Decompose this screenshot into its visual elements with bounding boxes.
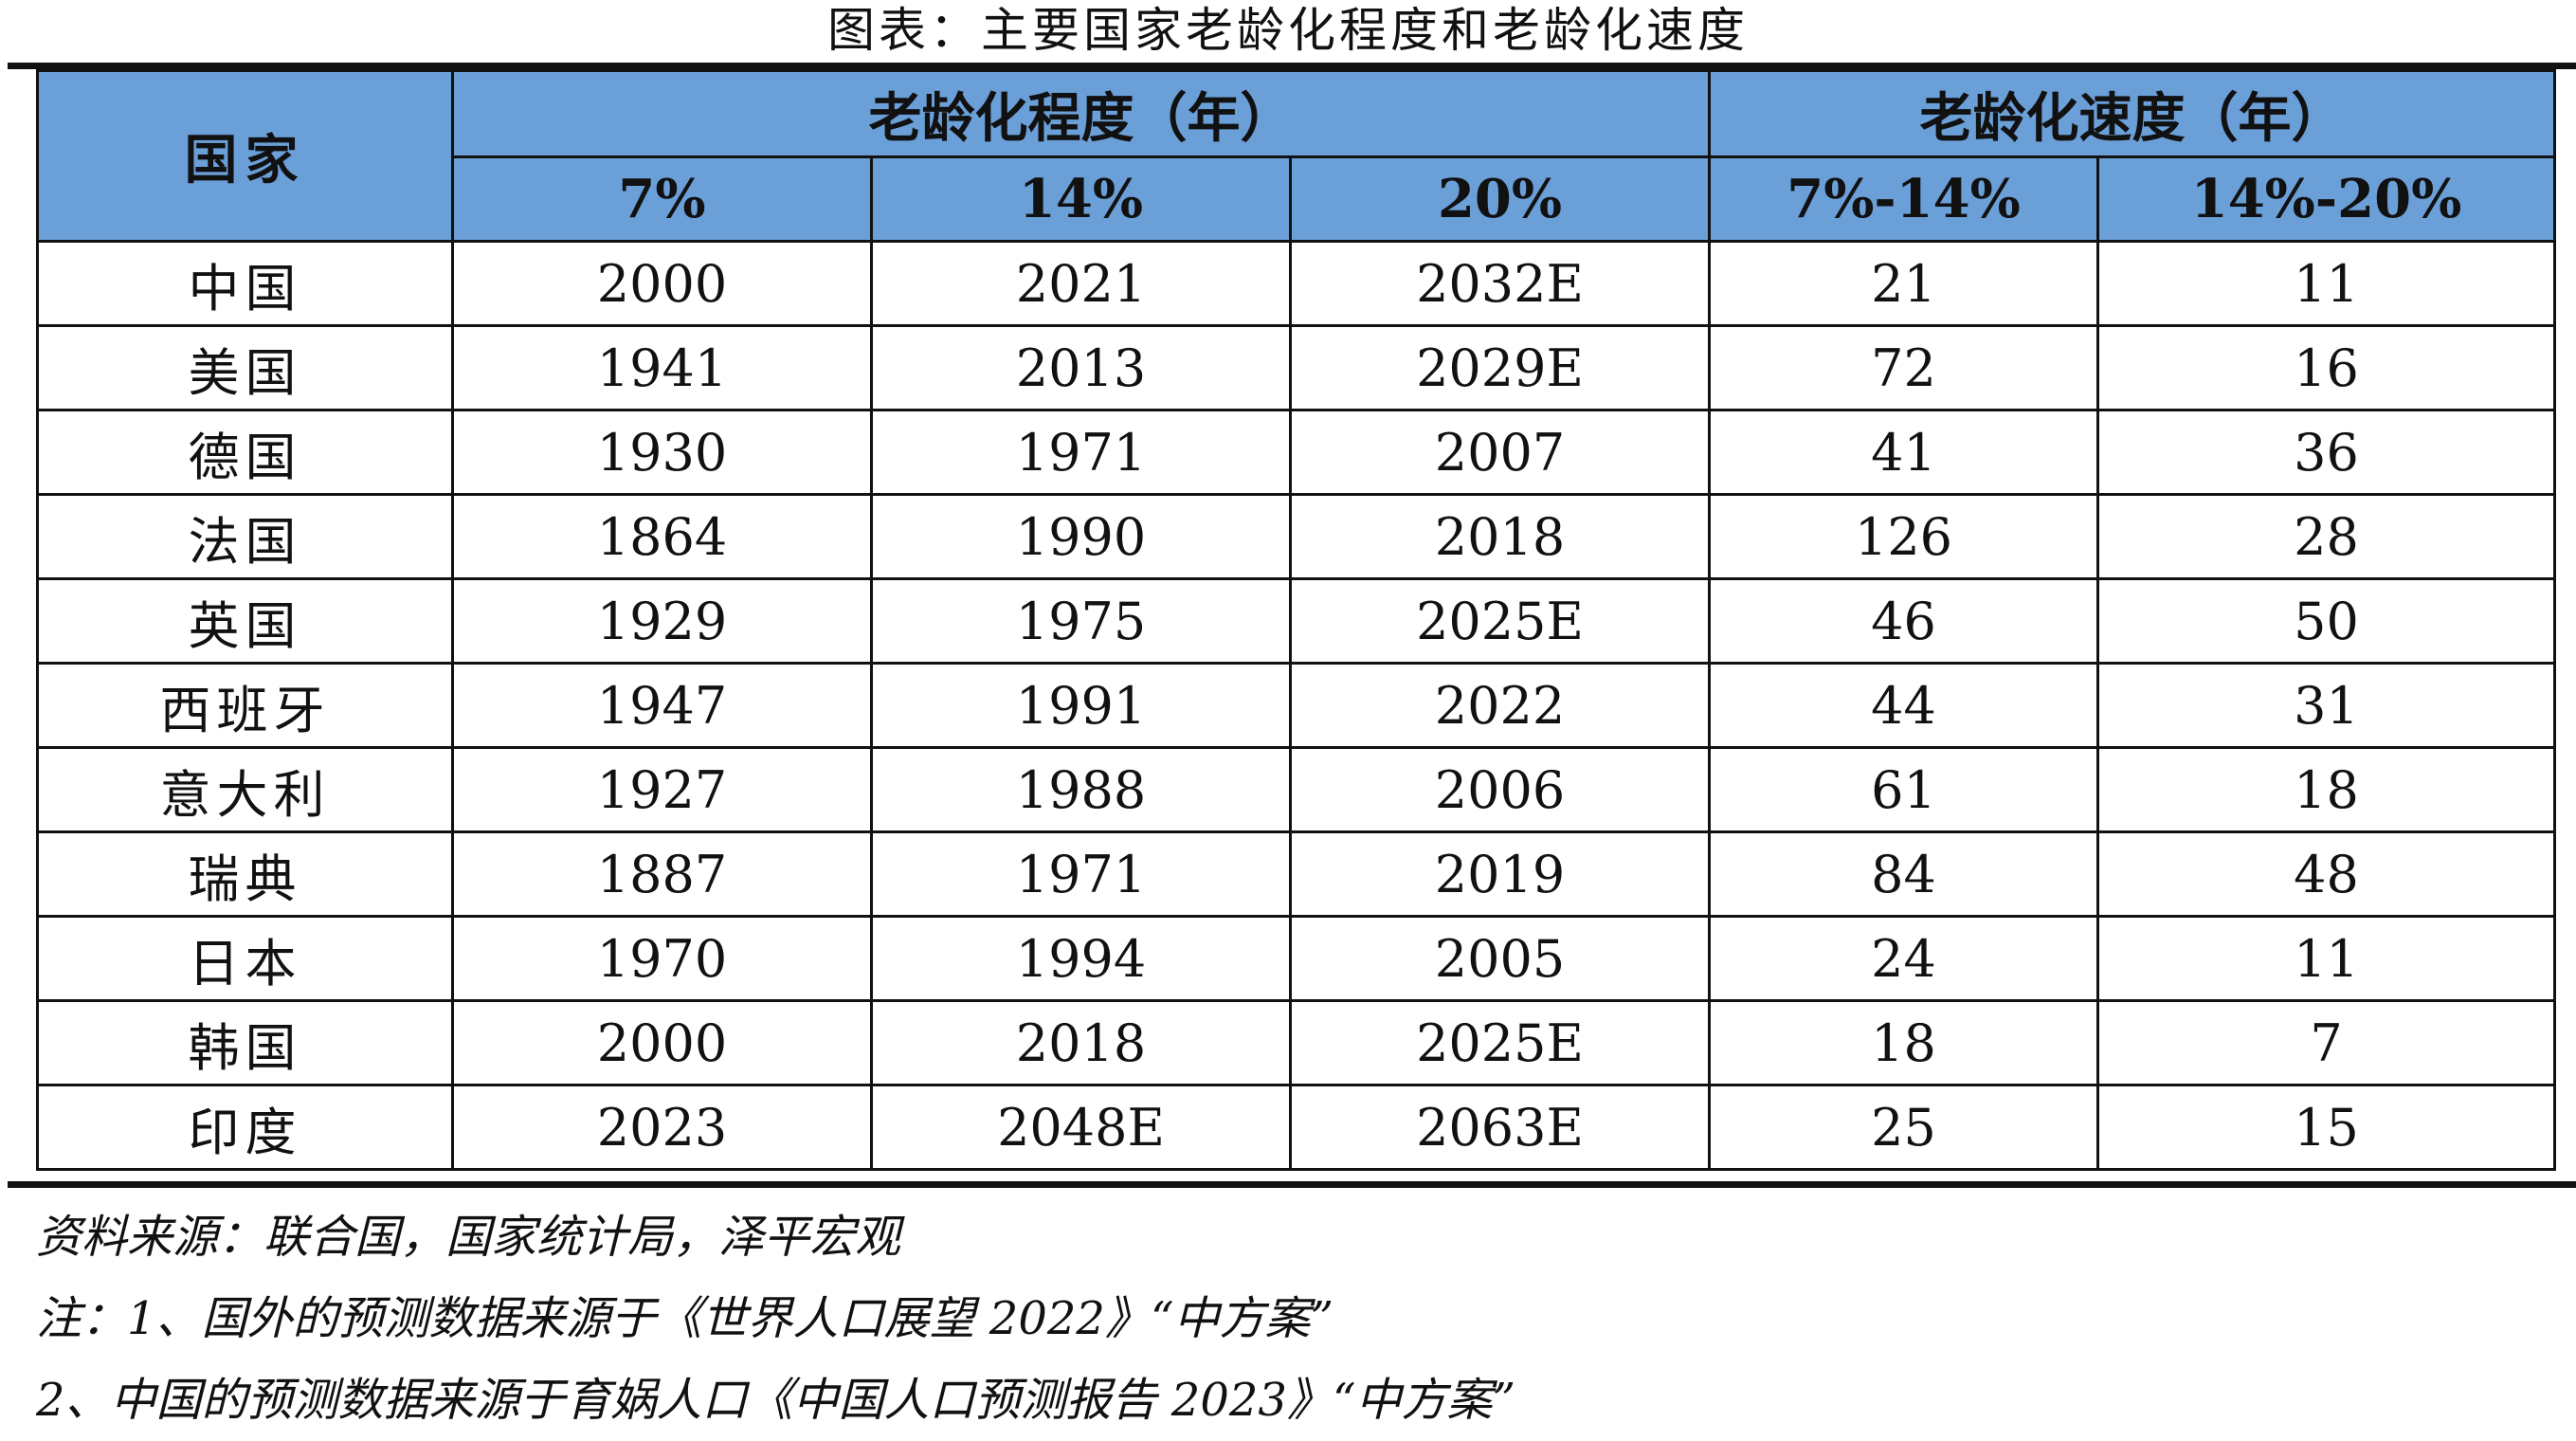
value-cell: 21 xyxy=(1708,240,2100,327)
value-cell: 1864 xyxy=(451,493,873,580)
value-cell: 11 xyxy=(2096,915,2557,1002)
value-cell: 2025E xyxy=(1288,999,1712,1086)
table-row: 美国 1941 2013 2029E 72 16 xyxy=(36,324,2557,411)
value-cell: 1927 xyxy=(451,746,873,833)
country-cell: 德国 xyxy=(36,409,454,496)
top-rule xyxy=(8,63,2576,69)
country-column-header: 国家 xyxy=(36,69,454,243)
value-cell: 16 xyxy=(2096,324,2557,411)
table-row: 日本 1970 1994 2005 24 11 xyxy=(36,915,2557,1002)
value-cell: 2023 xyxy=(451,1084,873,1171)
table-row: 德国 1930 1971 2007 41 36 xyxy=(36,409,2557,496)
table-row: 法国 1864 1990 2018 126 28 xyxy=(36,493,2557,580)
value-cell: 2018 xyxy=(1288,493,1712,580)
value-cell: 2032E xyxy=(1288,240,1712,327)
table-row: 韩国 2000 2018 2025E 18 7 xyxy=(36,999,2557,1086)
value-cell: 46 xyxy=(1708,577,2100,665)
value-cell: 2006 xyxy=(1288,746,1712,833)
value-cell: 126 xyxy=(1708,493,2100,580)
value-cell: 15 xyxy=(2096,1084,2557,1171)
value-cell: 41 xyxy=(1708,409,2100,496)
value-cell: 2029E xyxy=(1288,324,1712,411)
value-cell: 25 xyxy=(1708,1084,2100,1171)
value-cell: 84 xyxy=(1708,830,2100,918)
country-cell: 西班牙 xyxy=(36,662,454,749)
value-cell: 1971 xyxy=(870,830,1292,918)
country-cell: 法国 xyxy=(36,493,454,580)
value-cell: 48 xyxy=(2096,830,2557,918)
country-cell: 瑞典 xyxy=(36,830,454,918)
value-cell: 2021 xyxy=(870,240,1292,327)
country-cell: 中国 xyxy=(36,240,454,327)
value-cell: 72 xyxy=(1708,324,2100,411)
country-cell: 美国 xyxy=(36,324,454,411)
value-cell: 2000 xyxy=(451,240,873,327)
value-cell: 11 xyxy=(2096,240,2557,327)
col-header-7-14pct: 7%-14% xyxy=(1708,155,2100,243)
value-cell: 1970 xyxy=(451,915,873,1002)
table-body: 中国 2000 2021 2032E 21 11 美国 1941 2013 20… xyxy=(36,240,2557,1171)
value-cell: 2018 xyxy=(870,999,1292,1086)
value-cell: 2000 xyxy=(451,999,873,1086)
col-header-7pct: 7% xyxy=(451,155,873,243)
value-cell: 36 xyxy=(2096,409,2557,496)
value-cell: 1971 xyxy=(870,409,1292,496)
value-cell: 24 xyxy=(1708,915,2100,1002)
aging-table: 国家 老龄化程度（年） 老龄化速度（年） 7% 14% 20% 7%-14% 1… xyxy=(36,69,2557,1171)
aging-degree-group-header: 老龄化程度（年） xyxy=(450,69,1712,158)
value-cell: 61 xyxy=(1708,746,2100,833)
header-row-groups: 国家 老龄化程度（年） 老龄化速度（年） xyxy=(36,69,2557,243)
header-row-thresholds: 7% 14% 20% 7%-14% 14%-20% xyxy=(38,155,2557,243)
value-cell: 1988 xyxy=(870,746,1292,833)
col-header-14pct: 14% xyxy=(870,155,1292,243)
value-cell: 2019 xyxy=(1288,830,1712,918)
value-cell: 1990 xyxy=(870,493,1292,580)
table-row: 瑞典 1887 1971 2019 84 48 xyxy=(36,830,2557,918)
country-cell: 韩国 xyxy=(36,999,454,1086)
table-row: 意大利 1927 1988 2006 61 18 xyxy=(36,746,2557,833)
table-row: 英国 1929 1975 2025E 46 50 xyxy=(36,577,2557,665)
value-cell: 2048E xyxy=(870,1084,1292,1171)
value-cell: 2022 xyxy=(1288,662,1712,749)
value-cell: 1930 xyxy=(451,409,873,496)
value-cell: 2063E xyxy=(1288,1084,1712,1171)
value-cell: 1941 xyxy=(451,324,873,411)
value-cell: 18 xyxy=(2096,746,2557,833)
value-cell: 1887 xyxy=(451,830,873,918)
value-cell: 50 xyxy=(2096,577,2557,665)
value-cell: 1975 xyxy=(870,577,1292,665)
table-row: 印度 2023 2048E 2063E 25 15 xyxy=(36,1084,2557,1171)
footnote-2: 2、中国的预测数据来源于育娲人口《中国人口预测报告 2023》“中方案” xyxy=(36,1374,1516,1427)
value-cell: 1991 xyxy=(870,662,1292,749)
col-header-20pct: 20% xyxy=(1288,155,1712,243)
figure-title: 图表：主要国家老龄化程度和老龄化速度 xyxy=(827,3,1749,58)
value-cell: 1947 xyxy=(451,662,873,749)
country-cell: 日本 xyxy=(36,915,454,1002)
country-cell: 意大利 xyxy=(36,746,454,833)
country-cell: 印度 xyxy=(36,1084,454,1171)
value-cell: 31 xyxy=(2096,662,2557,749)
table-row: 中国 2000 2021 2032E 21 11 xyxy=(36,240,2557,327)
aging-speed-group-header: 老龄化速度（年） xyxy=(1708,69,2557,158)
value-cell: 28 xyxy=(2096,493,2557,580)
value-cell: 18 xyxy=(1708,999,2100,1086)
value-cell: 2005 xyxy=(1288,915,1712,1002)
bottom-rule xyxy=(8,1181,2576,1188)
value-cell: 1994 xyxy=(870,915,1292,1002)
table-header: 国家 老龄化程度（年） 老龄化速度（年） 7% 14% 20% 7%-14% 1… xyxy=(36,69,2557,243)
source-note: 资料来源：联合国，国家统计局，泽平宏观 xyxy=(36,1211,901,1264)
value-cell: 1929 xyxy=(451,577,873,665)
value-cell: 2013 xyxy=(870,324,1292,411)
country-cell: 英国 xyxy=(36,577,454,665)
footnote-1: 注：1、国外的预测数据来源于《世界人口展望 2022》“中方案” xyxy=(36,1292,1334,1345)
value-cell: 7 xyxy=(2096,999,2557,1086)
footnotes: 资料来源：联合国，国家统计局，泽平宏观 注：1、国外的预测数据来源于《世界人口展… xyxy=(36,1196,2538,1441)
value-cell: 2007 xyxy=(1288,409,1712,496)
value-cell: 44 xyxy=(1708,662,2100,749)
table-row: 西班牙 1947 1991 2022 44 31 xyxy=(36,662,2557,749)
value-cell: 2025E xyxy=(1288,577,1712,665)
col-header-14-20pct: 14%-20% xyxy=(2096,155,2557,243)
